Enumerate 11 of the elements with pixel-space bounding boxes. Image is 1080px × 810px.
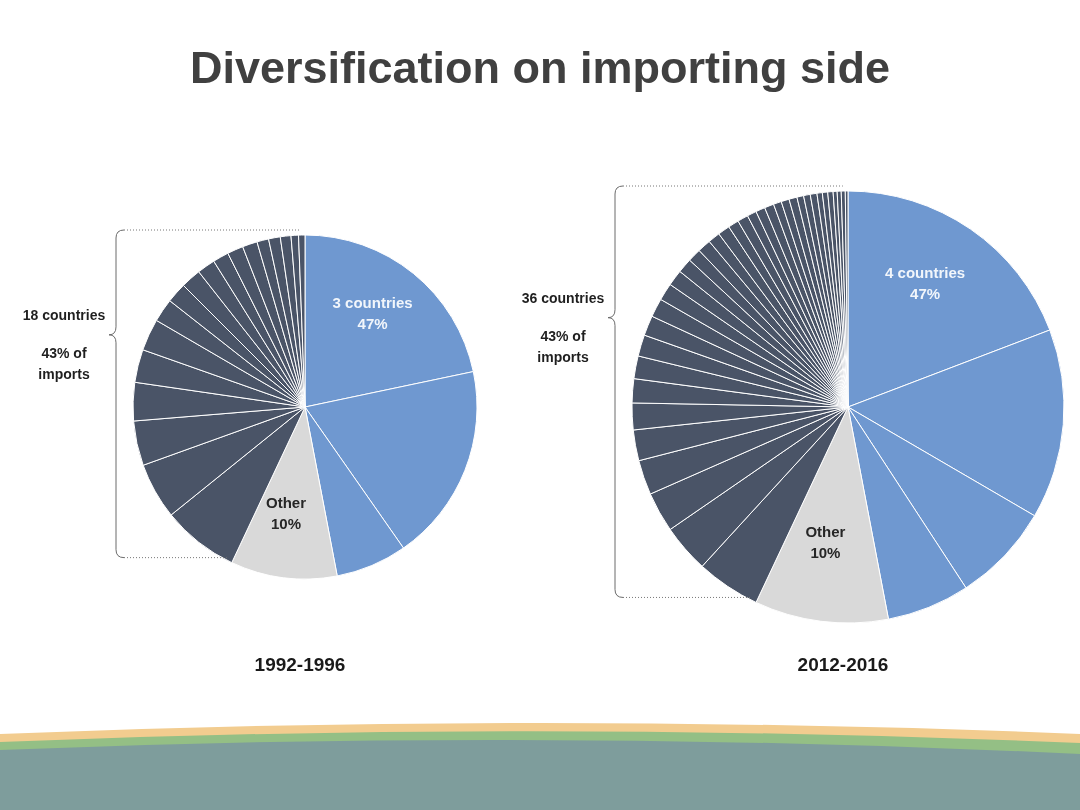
data-label: 10% (270, 514, 301, 532)
text: 18 countries 43% of imports (22, 306, 106, 382)
text: 36 countries 43% of imports (521, 289, 605, 365)
data-label: 10% (810, 543, 841, 561)
text: 1992-1996 (253, 653, 347, 677)
slice-label: Other (805, 522, 846, 540)
text: 4 countries 47% (885, 263, 966, 302)
slice-label: Other (265, 493, 307, 511)
chart-title: Diversification on importing side (188, 41, 892, 95)
text: 2012-2016 (796, 653, 890, 677)
text: 3 countries 47% (332, 293, 413, 332)
